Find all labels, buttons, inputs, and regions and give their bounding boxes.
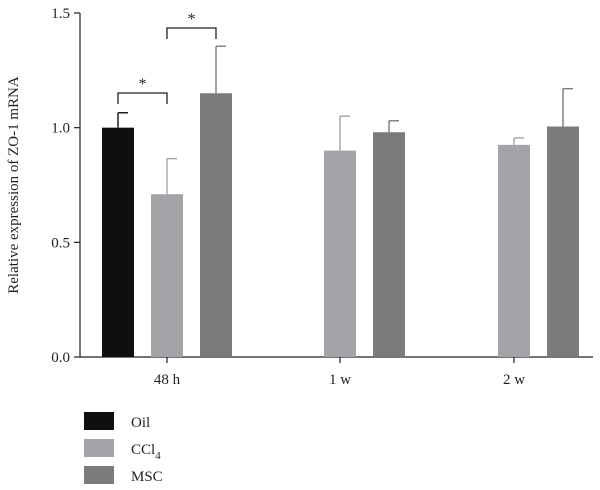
significance-bracket (117, 92, 168, 104)
bar-ccl4-1w (324, 150, 356, 357)
x-tick-label: 1 w (329, 372, 351, 388)
y-ticks: 0.0 0.5 1.0 1.5 (51, 6, 80, 366)
bar-msc-1w (373, 132, 405, 357)
y-tick-label: 1.0 (51, 121, 70, 137)
legend-swatch (84, 412, 114, 430)
significance-brackets: ** (117, 11, 217, 104)
bar-oil-48h (102, 127, 134, 358)
legend-label: Oil (131, 415, 150, 431)
legend-label: CCl4 (131, 442, 161, 462)
y-tick-label: 1.5 (51, 6, 70, 22)
x-ticks: 48 h 1 w 2 w (154, 357, 525, 388)
error-bars (117, 45, 573, 195)
legend-label: MSC (131, 469, 163, 485)
significance-star: * (139, 76, 147, 93)
x-tick-label: 48 h (154, 372, 181, 388)
y-axis-label: Relative expression of ZO-1 mRNA (6, 76, 22, 294)
bar-msc-48h (200, 93, 232, 358)
y-tick-label: 0.5 (51, 235, 70, 251)
legend: Oil CCl4 MSC (84, 412, 163, 485)
y-tick-label: 0.0 (51, 350, 70, 366)
bars (102, 93, 579, 358)
x-tick-label: 2 w (503, 372, 525, 388)
legend-swatch (84, 466, 114, 484)
y-axis: 0.0 0.5 1.0 1.5 (51, 6, 81, 366)
significance-bracket (166, 27, 217, 39)
bar-ccl4-48h (151, 194, 183, 357)
significance-star: * (188, 11, 196, 28)
x-axis: 48 h 1 w 2 w (80, 356, 593, 388)
bar-msc-2w (547, 126, 579, 358)
legend-swatch (84, 439, 114, 457)
bar-ccl4-2w (498, 144, 530, 357)
